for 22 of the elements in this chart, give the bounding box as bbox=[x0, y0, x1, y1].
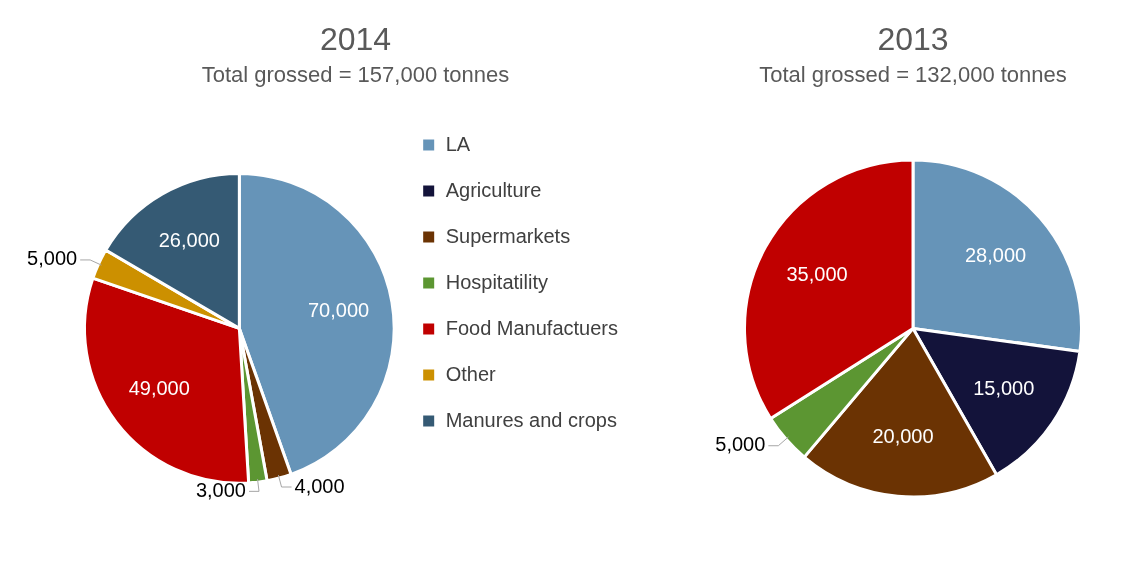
legend-label: Manures and crops bbox=[445, 408, 617, 431]
data-label: 35,000 bbox=[786, 263, 848, 286]
data-label: 15,000 bbox=[973, 377, 1035, 400]
legend-label: Supermarkets bbox=[445, 224, 571, 247]
data-label: 4,000 bbox=[294, 474, 345, 497]
chart-subtitle: Total grossed = 132,000 tonnes bbox=[759, 61, 1067, 87]
legend-label: LA bbox=[445, 132, 471, 155]
legend-label: Hospitatility bbox=[445, 270, 548, 293]
data-label: 70,000 bbox=[307, 298, 370, 321]
legend-label: Agriculture bbox=[445, 178, 542, 201]
legend-label: Food Manufactuers bbox=[445, 316, 619, 339]
data-label: 3,000 bbox=[195, 478, 246, 501]
data-label: 28,000 bbox=[964, 243, 1027, 266]
legend-label: Other bbox=[445, 362, 497, 385]
chart-title: 2013 bbox=[877, 21, 949, 58]
data-label: 5,000 bbox=[715, 433, 766, 456]
data-label: 49,000 bbox=[128, 376, 190, 399]
data-label: 26,000 bbox=[158, 228, 220, 251]
data-label: 5,000 bbox=[27, 247, 78, 270]
chart-title: 2014 bbox=[319, 21, 392, 58]
chart-subtitle: Total grossed = 157,000 tonnes bbox=[201, 61, 510, 87]
data-label: 20,000 bbox=[872, 424, 934, 447]
